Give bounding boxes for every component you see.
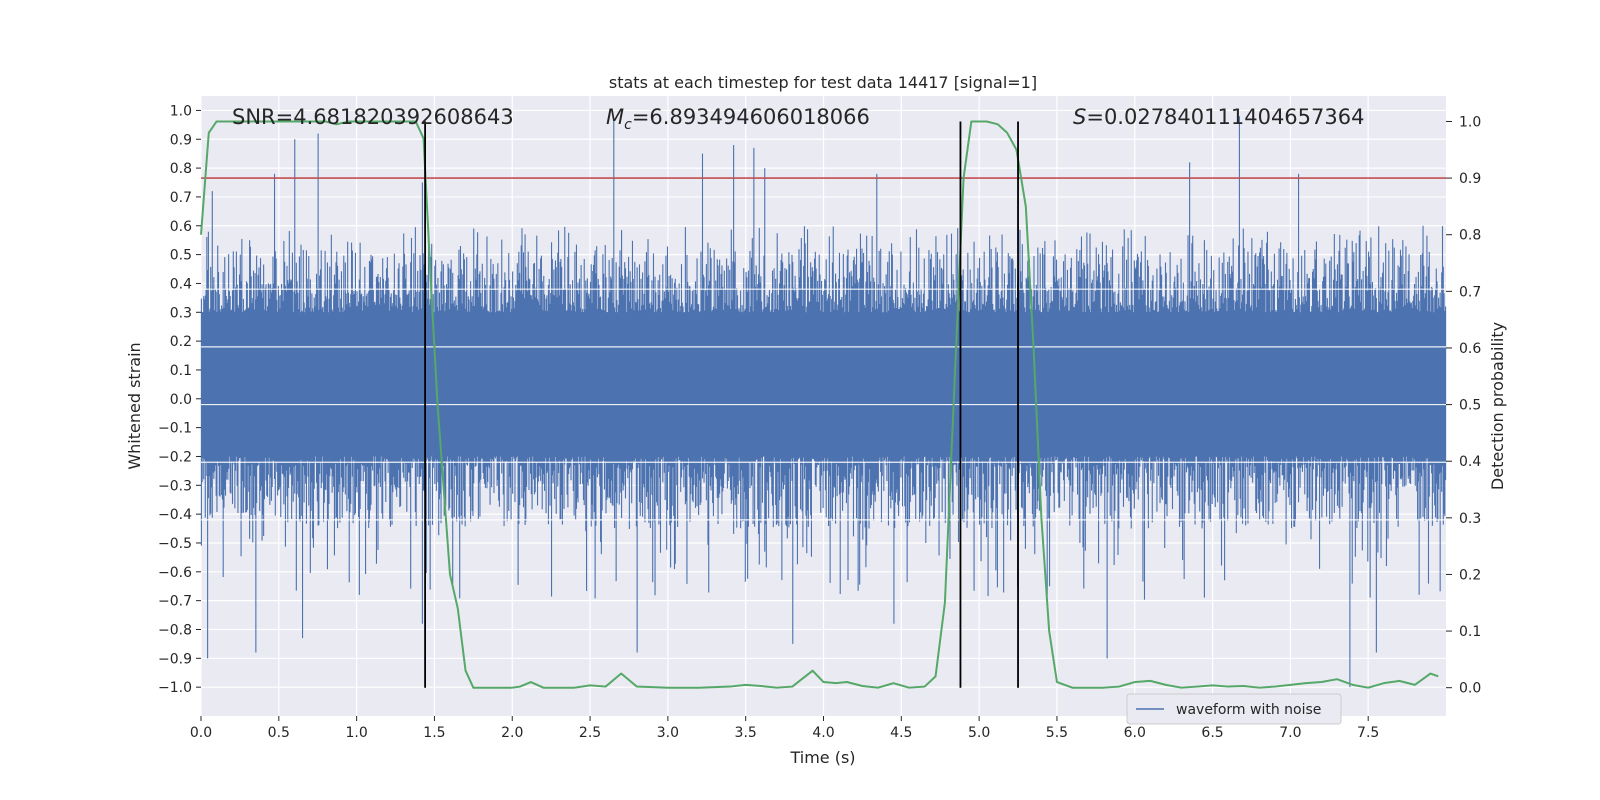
y2-tick-label: 0.0 bbox=[1459, 681, 1481, 697]
legend-box bbox=[1126, 693, 1342, 725]
y-tick-label: −0.4 bbox=[158, 507, 192, 523]
waveform-series bbox=[200, 116, 1447, 688]
x-tick-label: 4.5 bbox=[890, 725, 912, 741]
x-tick-label: 5.5 bbox=[1046, 725, 1068, 741]
x-tick-label: 4.0 bbox=[812, 725, 834, 741]
detection-probability-series bbox=[200, 120, 1439, 689]
y-tick-label: 1.0 bbox=[170, 103, 192, 119]
y2-tick-label: 0.6 bbox=[1459, 341, 1481, 357]
y-tick-label: 0.3 bbox=[170, 305, 192, 321]
y-tick-label: −0.3 bbox=[158, 478, 192, 494]
y2-tick-label: 0.5 bbox=[1459, 398, 1481, 414]
y-tick-label: 0.1 bbox=[170, 363, 192, 379]
x-tick-label: 1.0 bbox=[345, 725, 367, 741]
y2-tick-label: 0.9 bbox=[1459, 171, 1481, 187]
y2-tick-label: 1.0 bbox=[1459, 114, 1481, 130]
x-tick-label: 3.0 bbox=[657, 725, 679, 741]
y2-axis-label: Detection probability bbox=[1488, 322, 1507, 490]
y-tick-label: −0.1 bbox=[158, 421, 192, 437]
legend-label: waveform with noise bbox=[1176, 702, 1321, 718]
y2-tick-label: 0.3 bbox=[1459, 511, 1481, 527]
y2-tick-label: 0.2 bbox=[1459, 567, 1481, 583]
chirp-mass-value: =6.893494606018066 bbox=[632, 105, 870, 129]
detection-probability-line bbox=[200, 120, 1439, 689]
y-tick-label: −0.2 bbox=[158, 449, 192, 465]
x-tick-label: 2.5 bbox=[579, 725, 601, 741]
x-axis-label: Time (s) bbox=[789, 748, 855, 767]
snr-annotation: SNR=4.681820392608643 bbox=[232, 105, 514, 129]
y2-tick-label: 0.8 bbox=[1459, 228, 1481, 244]
y-tick-label: 0.8 bbox=[170, 161, 192, 177]
y-tick-label: −0.9 bbox=[158, 651, 192, 667]
x-tick-label: 2.0 bbox=[501, 725, 523, 741]
x-tick-label: 0.5 bbox=[268, 725, 290, 741]
y2-tick-label: 0.1 bbox=[1459, 624, 1481, 640]
x-tick-label: 5.0 bbox=[968, 725, 990, 741]
y2-tick-label: 0.7 bbox=[1459, 284, 1481, 300]
y-axis-ticks: −1.0 −0.9 −0.8 −0.7 −0.6 −0.5 −0.4 −0.3 −0.2 −0.1… bbox=[158, 103, 201, 696]
y-tick-label: −0.7 bbox=[158, 594, 192, 610]
y-tick-label: −0.8 bbox=[158, 622, 192, 638]
y-axis-label: Whitened strain bbox=[125, 342, 144, 469]
y-tick-label: −1.0 bbox=[158, 680, 192, 696]
s-value: =0.027840111404657364 bbox=[1086, 105, 1364, 129]
y-tick-label: 0.4 bbox=[170, 276, 192, 292]
x-tick-label: 7.0 bbox=[1279, 725, 1301, 741]
x-tick-label: 6.0 bbox=[1124, 725, 1146, 741]
chart-title: stats at each timestep for test data 144… bbox=[609, 73, 1037, 92]
y-tick-label: −0.6 bbox=[158, 565, 192, 581]
chirp-mass-symbol: M bbox=[606, 105, 624, 129]
y2-axis-ticks: 0.0 0.1 0.2 0.3 0.4 0.5 0.6 0.7 0.8 0.9 1.0 bbox=[1446, 114, 1481, 697]
x-tick-label: 7.5 bbox=[1357, 725, 1379, 741]
y-tick-label: 0.9 bbox=[170, 132, 192, 148]
chirp-mass-subscript: c bbox=[624, 117, 632, 133]
y-tick-label: −0.5 bbox=[158, 536, 192, 552]
y-tick-label: 0.5 bbox=[170, 248, 192, 264]
x-tick-label: 3.5 bbox=[735, 725, 757, 741]
x-tick-label: 1.5 bbox=[423, 725, 445, 741]
y-tick-label: 0.6 bbox=[170, 219, 192, 235]
y-tick-label: 0.7 bbox=[170, 190, 192, 206]
s-annotation: S=0.027840111404657364 bbox=[1073, 105, 1364, 129]
x-tick-label: 6.5 bbox=[1201, 725, 1223, 741]
y2-tick-label: 0.4 bbox=[1459, 454, 1481, 470]
x-tick-label: 0.0 bbox=[190, 725, 212, 741]
s-symbol: S bbox=[1073, 105, 1086, 129]
y-tick-label: 0.0 bbox=[170, 392, 192, 408]
x-axis-ticks: 0.0 0.5 1.0 1.5 2.0 2.5 3.0 3.5 4.0 4.5 5.0 5.5 6.0 6… bbox=[190, 716, 1379, 741]
vertical-markers bbox=[424, 121, 1019, 688]
legend: waveform with noise bbox=[1126, 693, 1342, 725]
y-tick-label: 0.2 bbox=[170, 334, 192, 350]
chirp-mass-annotation: Mc=6.893494606018066 bbox=[606, 105, 870, 133]
waveform-line bbox=[200, 116, 1447, 688]
